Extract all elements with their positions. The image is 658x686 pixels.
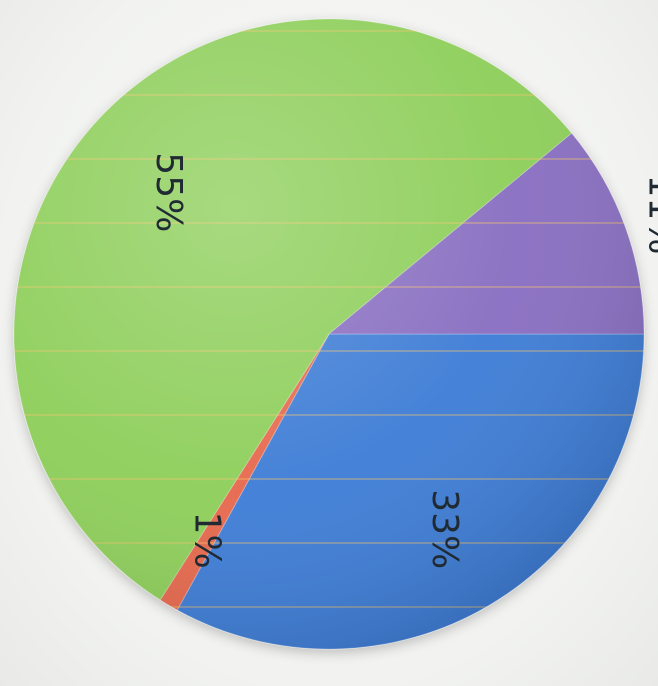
pie-sheen [14,19,644,649]
slice-label-55pct: 55% [148,152,189,232]
slice-label-11pct: 11% [640,174,658,254]
slice-label-33pct: 33% [424,489,465,569]
slice-label-1pct: 1% [187,512,228,569]
slice-labels: 33% 1% 55% 11% [148,152,658,569]
pie-overlay [14,19,644,649]
